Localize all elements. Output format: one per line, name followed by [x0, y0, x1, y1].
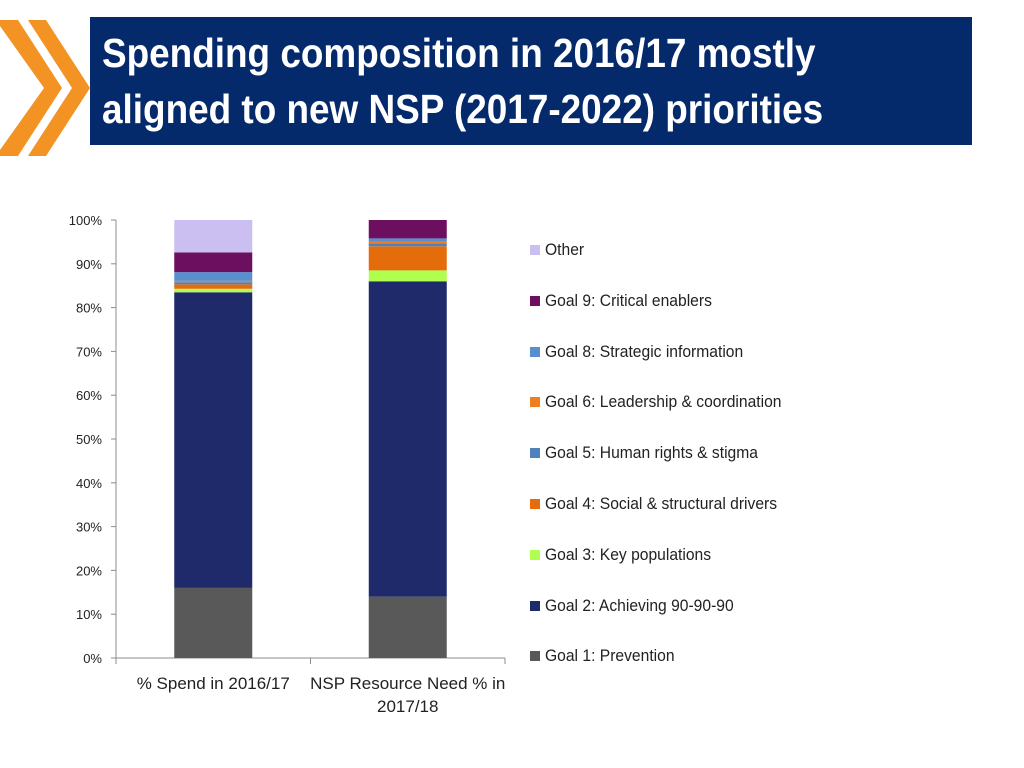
- legend-label: Goal 1: Prevention: [545, 646, 675, 666]
- bar-segment: [174, 288, 253, 293]
- legend-label: Goal 5: Human rights & stigma: [545, 443, 758, 463]
- legend-label: Other: [545, 240, 585, 259]
- bar-segment: [174, 280, 253, 283]
- y-tick-label: 50%: [76, 432, 102, 447]
- legend-swatch: [530, 397, 540, 408]
- legend-swatch: [530, 651, 540, 662]
- bar-segment: [174, 282, 253, 285]
- legend-item: Goal 5: Human rights & stigma: [530, 441, 776, 465]
- bar-segment: [368, 270, 447, 282]
- y-tick-label: 80%: [76, 301, 102, 316]
- legend-item: Goal 3: Key populations: [530, 543, 726, 567]
- bar-segment: [174, 284, 253, 289]
- y-tick-label: 90%: [76, 257, 102, 272]
- legend-swatch: [530, 448, 540, 459]
- bar-segment: [368, 596, 447, 658]
- legend-label: Goal 2: Achieving 90-90-90: [545, 595, 734, 615]
- legend-label: Goal 3: Key populations: [545, 544, 712, 564]
- y-tick-label: 0%: [83, 651, 102, 666]
- y-tick-label: 10%: [76, 607, 102, 622]
- legend-item: Goal 6: Leadership & coordination: [530, 390, 802, 414]
- bar-segment: [368, 241, 447, 244]
- legend-item: Other: [530, 238, 588, 262]
- legend-swatch: [530, 245, 540, 255]
- slide-title: Spending composition in 2016/17 mostly a…: [102, 30, 824, 132]
- bar-segment: [368, 281, 447, 597]
- legend-item: Goal 8: Strategic information: [530, 340, 760, 364]
- legend-swatch: [530, 295, 540, 306]
- bar-segment: [174, 272, 253, 281]
- bar-segment: [174, 292, 253, 588]
- legend-swatch: [530, 600, 540, 611]
- legend-item: Goal 2: Achieving 90-90-90: [530, 594, 750, 618]
- title-banner: Spending composition in 2016/17 mostly a…: [90, 17, 972, 145]
- legend-label: Goal 6: Leadership & coordination: [545, 392, 782, 412]
- x-tick-label: % Spend in 2016/17: [137, 674, 290, 693]
- legend-item: Goal 1: Prevention: [530, 644, 686, 668]
- bar-segment: [174, 220, 253, 253]
- y-tick-label: 70%: [76, 344, 102, 359]
- legend-label: Goal 4: Social & structural drivers: [545, 494, 778, 513]
- legend-label: Goal 8: Strategic information: [545, 341, 744, 361]
- y-tick-label: 60%: [76, 388, 102, 403]
- legend-swatch: [530, 499, 540, 509]
- y-tick-label: 20%: [76, 563, 102, 578]
- bar-segment: [174, 252, 253, 273]
- bar-segment: [368, 220, 447, 239]
- y-tick-label: 40%: [76, 476, 102, 491]
- legend-swatch: [530, 346, 540, 357]
- y-tick-label: 100%: [69, 213, 103, 228]
- chevron-arrows-icon: [0, 20, 90, 156]
- x-tick-label: NSP Resource Need % in: [310, 674, 505, 693]
- y-tick-label: 30%: [76, 520, 102, 535]
- bar-segment: [368, 246, 447, 271]
- legend-swatch: [530, 549, 540, 560]
- bar-segment: [368, 238, 447, 242]
- legend-item: Goal 4: Social & structural drivers: [530, 492, 797, 516]
- bar-segment: [368, 243, 447, 247]
- legend-item: Goal 9: Critical enablers: [530, 289, 726, 313]
- x-tick-label-line2: 2017/18: [377, 697, 438, 716]
- bar-segment: [174, 587, 253, 658]
- legend-label: Goal 9: Critical enablers: [545, 290, 712, 310]
